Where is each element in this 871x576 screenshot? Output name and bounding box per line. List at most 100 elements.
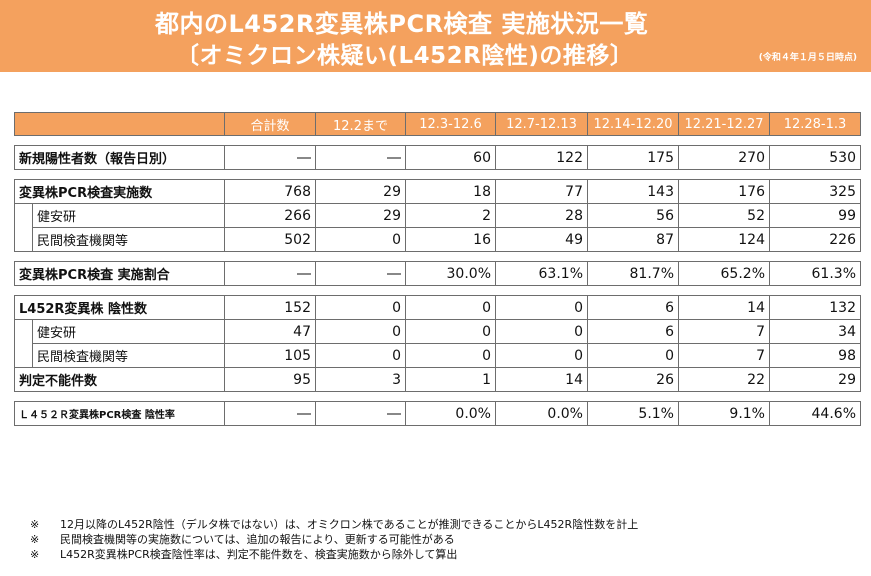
table-row: 健安研 266 29 2 28 56 52 99 bbox=[14, 203, 861, 252]
table-cell: 1 bbox=[405, 367, 496, 392]
table-cell: ― bbox=[224, 145, 316, 170]
table-cell: 266 bbox=[224, 203, 316, 228]
column-header: 12.7-12.13 bbox=[495, 112, 588, 136]
table-cell: 0 bbox=[495, 319, 588, 344]
indent-cell bbox=[14, 319, 33, 368]
table-cell: 768 bbox=[224, 179, 316, 204]
row-label-negative-rate: Ｌ４５２Ｒ変異株PCR検査 陰性率 bbox=[14, 401, 225, 426]
table-cell: 0 bbox=[405, 319, 496, 344]
table-cell: 56 bbox=[587, 203, 679, 228]
table-cell: 61.3% bbox=[769, 261, 861, 286]
column-header: 12.21-12.27 bbox=[678, 112, 770, 136]
note-text: L452R変異株PCR検査陰性率は、判定不能件数を、検査実施数から除外して算出 bbox=[60, 548, 458, 561]
footnote: ※ L452R変異株PCR検査陰性率は、判定不能件数を、検査実施数から除外して算… bbox=[30, 547, 638, 562]
table-cell: 0 bbox=[315, 295, 406, 320]
column-header: 12.3-12.6 bbox=[405, 112, 496, 136]
table-cell: 29 bbox=[769, 367, 861, 392]
table-cell: ― bbox=[224, 401, 316, 426]
note-mark: ※ bbox=[30, 533, 40, 546]
table-cell: 0 bbox=[495, 295, 588, 320]
table-cell: 0 bbox=[495, 343, 588, 368]
table-row: 判定不能件数 95 3 1 14 26 22 29 bbox=[14, 367, 861, 392]
table-cell: 226 bbox=[769, 227, 861, 252]
table-row: L452R変異株 陰性数 152 0 0 0 6 14 132 bbox=[14, 295, 861, 320]
row-label-negative-kenanken: 健安研 bbox=[32, 319, 225, 344]
indent-cell bbox=[14, 203, 33, 252]
row-label-negative-total: L452R変異株 陰性数 bbox=[14, 295, 225, 320]
row-label-pcr-private: 民間検査機関等 bbox=[32, 227, 225, 252]
table-cell: 9.1% bbox=[678, 401, 770, 426]
column-header: 12.28-1.3 bbox=[769, 112, 861, 136]
table-cell: 14 bbox=[495, 367, 588, 392]
note-text: 12月以降のL452R陰性（デルタ株ではない）は、オミクロン株であることが推測で… bbox=[60, 518, 639, 531]
table-cell: ― bbox=[315, 145, 406, 170]
page-title: 都内のL452R変異株PCR検査 実施状況一覧 bbox=[155, 10, 649, 38]
table-cell: 143 bbox=[587, 179, 679, 204]
table-cell: 0.0% bbox=[405, 401, 496, 426]
table-cell: 87 bbox=[587, 227, 679, 252]
table-cell: 2 bbox=[405, 203, 496, 228]
table-cell: 105 bbox=[224, 343, 316, 368]
note-mark: ※ bbox=[30, 548, 40, 561]
table-cell: 6 bbox=[587, 319, 679, 344]
table-row: 民間検査機関等 105 0 0 0 0 7 98 bbox=[15, 343, 861, 368]
table-cell: 0 bbox=[405, 295, 496, 320]
table-cell: 52 bbox=[678, 203, 770, 228]
table-cell: 44.6% bbox=[769, 401, 861, 426]
table-cell: 124 bbox=[678, 227, 770, 252]
table-cell: 0 bbox=[587, 343, 679, 368]
table-cell: 49 bbox=[495, 227, 588, 252]
status-table: 合計数 12.2まで 12.3-12.6 12.7-12.13 12.14-12… bbox=[14, 112, 861, 426]
footnotes: ※ 12月以降のL452R陰性（デルタ株ではない）は、オミクロン株であることが推… bbox=[30, 517, 638, 562]
page-subtitle: 〔オミクロン株疑い(L452R陰性)の推移〕 bbox=[176, 43, 634, 69]
row-label-new-positive: 新規陽性者数（報告日別） bbox=[14, 145, 225, 170]
row-label-negative-private: 民間検査機関等 bbox=[32, 343, 225, 368]
footnote: ※ 民間検査機関等の実施数については、追加の報告により、更新する可能性がある bbox=[30, 532, 638, 547]
table-cell: 98 bbox=[769, 343, 861, 368]
row-label-pcr-total: 変異株PCR検査実施数 bbox=[14, 179, 225, 204]
table-cell: 0 bbox=[315, 343, 406, 368]
table-header-row: 合計数 12.2まで 12.3-12.6 12.7-12.13 12.14-12… bbox=[14, 112, 861, 136]
table-cell: 14 bbox=[678, 295, 770, 320]
table-row: 変異株PCR検査実施数 768 29 18 77 143 176 325 bbox=[14, 179, 861, 204]
table-cell: 22 bbox=[678, 367, 770, 392]
table-cell: 3 bbox=[315, 367, 406, 392]
table-cell: ― bbox=[224, 261, 316, 286]
table-cell: 176 bbox=[678, 179, 770, 204]
table-cell: 99 bbox=[769, 203, 861, 228]
footnote: ※ 12月以降のL452R陰性（デルタ株ではない）は、オミクロン株であることが推… bbox=[30, 517, 638, 532]
table-cell: 175 bbox=[587, 145, 679, 170]
table-cell: 0.0% bbox=[495, 401, 588, 426]
header-banner: 都内のL452R変異株PCR検査 実施状況一覧 〔オミクロン株疑い(L452R陰… bbox=[0, 0, 871, 72]
table-cell: 5.1% bbox=[587, 401, 679, 426]
table-cell: 30.0% bbox=[405, 261, 496, 286]
row-label-pcr-rate: 変異株PCR検査 実施割合 bbox=[14, 261, 225, 286]
table-cell: 29 bbox=[315, 203, 406, 228]
table-cell: 7 bbox=[678, 319, 770, 344]
table-row: 健安研 47 0 0 0 6 7 34 bbox=[14, 319, 861, 368]
table-cell: 16 bbox=[405, 227, 496, 252]
table-cell: 530 bbox=[769, 145, 861, 170]
table-cell: 152 bbox=[224, 295, 316, 320]
table-cell: 95 bbox=[224, 367, 316, 392]
column-header: 12.2まで bbox=[315, 112, 406, 136]
table-cell: 122 bbox=[495, 145, 588, 170]
table-cell: 502 bbox=[224, 227, 316, 252]
row-label-pcr-kenanken: 健安研 bbox=[32, 203, 225, 228]
table-cell: 325 bbox=[769, 179, 861, 204]
column-header: 合計数 bbox=[224, 112, 316, 136]
table-cell: 47 bbox=[224, 319, 316, 344]
table-cell: 34 bbox=[769, 319, 861, 344]
note-mark: ※ bbox=[30, 518, 40, 531]
table-cell: 132 bbox=[769, 295, 861, 320]
row-label-undetermined: 判定不能件数 bbox=[14, 367, 225, 392]
table-cell: 29 bbox=[315, 179, 406, 204]
table-cell: 63.1% bbox=[495, 261, 588, 286]
table-cell: 26 bbox=[587, 367, 679, 392]
table-cell: 0 bbox=[315, 319, 406, 344]
table-row: 変異株PCR検査 実施割合 ― ― 30.0% 63.1% 81.7% 65.2… bbox=[14, 261, 861, 286]
table-cell: 7 bbox=[678, 343, 770, 368]
table-cell: 0 bbox=[405, 343, 496, 368]
header-blank-cell bbox=[14, 112, 225, 136]
table-cell: 81.7% bbox=[587, 261, 679, 286]
